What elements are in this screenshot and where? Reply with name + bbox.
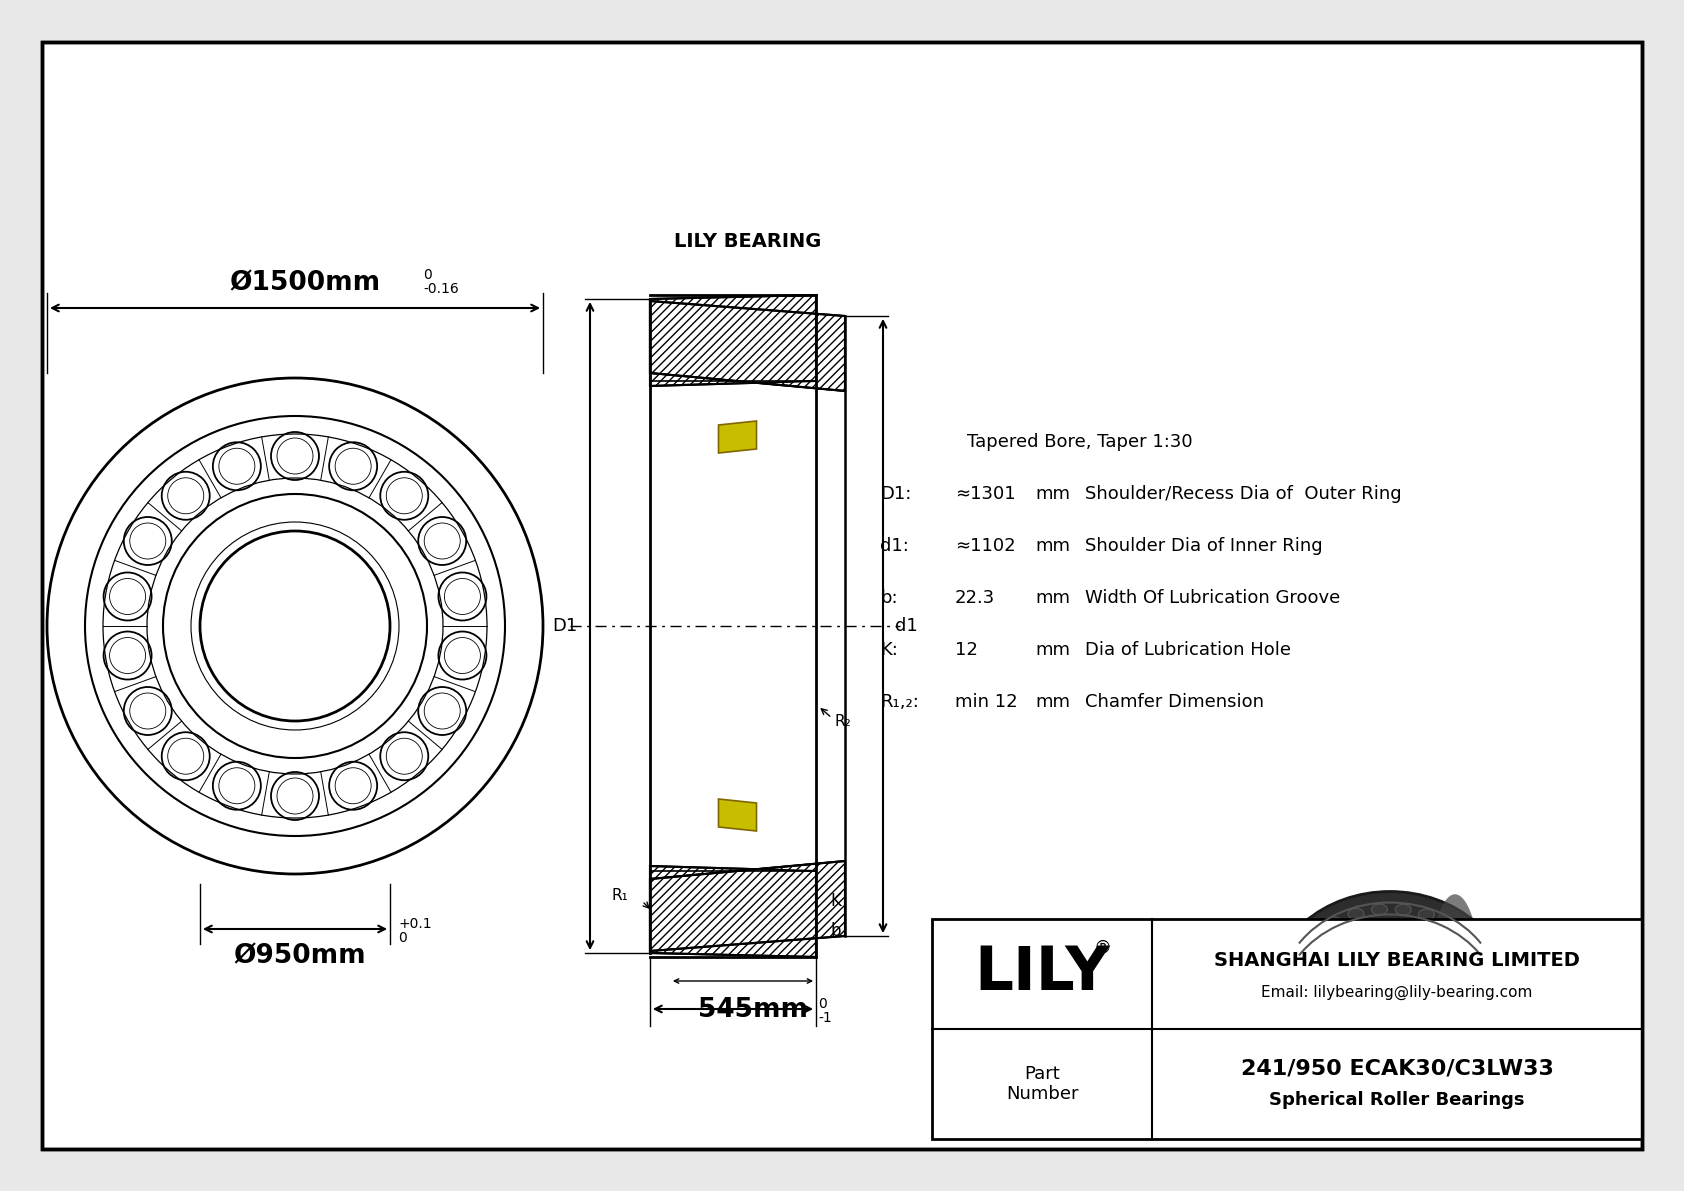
Polygon shape xyxy=(650,866,817,958)
Ellipse shape xyxy=(1282,964,1298,975)
Ellipse shape xyxy=(1489,986,1504,997)
Text: Shoulder/Recess Dia of  Outer Ring: Shoulder/Recess Dia of Outer Ring xyxy=(1084,485,1401,503)
Text: LILY: LILY xyxy=(975,944,1110,1004)
Text: 0: 0 xyxy=(818,997,827,1011)
Ellipse shape xyxy=(1474,948,1489,959)
Text: R₂: R₂ xyxy=(835,713,852,729)
Ellipse shape xyxy=(1349,909,1364,919)
Text: LILY BEARING: LILY BEARING xyxy=(674,232,822,251)
Ellipse shape xyxy=(1276,984,1292,996)
Ellipse shape xyxy=(1396,904,1411,915)
Text: K: K xyxy=(830,892,840,910)
Text: ®: ® xyxy=(1093,939,1111,958)
Text: D1: D1 xyxy=(552,617,578,635)
Text: Dia of Lubrication Hole: Dia of Lubrication Hole xyxy=(1084,641,1292,659)
Text: Chamfer Dimension: Chamfer Dimension xyxy=(1084,693,1265,711)
Text: -1: -1 xyxy=(818,1011,832,1025)
Text: D1:: D1: xyxy=(881,485,911,503)
Ellipse shape xyxy=(1327,917,1342,928)
Text: mm: mm xyxy=(1036,641,1069,659)
Text: mm: mm xyxy=(1036,693,1069,711)
Bar xyxy=(931,919,1642,1139)
Ellipse shape xyxy=(1418,909,1435,921)
Text: Email: lilybearing@lily-bearing.com: Email: lilybearing@lily-bearing.com xyxy=(1261,985,1532,999)
Text: R₁,₂:: R₁,₂: xyxy=(881,693,919,711)
Text: +0.1: +0.1 xyxy=(397,917,431,931)
Text: Ø950mm: Ø950mm xyxy=(234,943,367,969)
Text: 0: 0 xyxy=(397,931,408,944)
Text: d1:: d1: xyxy=(881,537,909,555)
Polygon shape xyxy=(650,295,817,386)
Text: Part
Number: Part Number xyxy=(1005,1065,1078,1103)
Text: mm: mm xyxy=(1036,537,1069,555)
Ellipse shape xyxy=(1305,922,1475,1071)
Text: R₁: R₁ xyxy=(611,888,628,904)
Text: d1: d1 xyxy=(894,617,918,635)
Ellipse shape xyxy=(1308,930,1324,941)
Ellipse shape xyxy=(1330,955,1433,1047)
Text: Shoulder Dia of Inner Ring: Shoulder Dia of Inner Ring xyxy=(1084,537,1322,555)
Text: K:: K: xyxy=(881,641,898,659)
Text: 22.3: 22.3 xyxy=(955,590,995,607)
Text: min 12: min 12 xyxy=(955,693,1017,711)
Text: 241/950 ECAK30/C3LW33: 241/950 ECAK30/C3LW33 xyxy=(1241,1058,1553,1078)
Ellipse shape xyxy=(1458,931,1474,942)
Ellipse shape xyxy=(1327,952,1436,1050)
Text: mm: mm xyxy=(1036,485,1069,503)
Polygon shape xyxy=(719,420,756,453)
Polygon shape xyxy=(650,301,845,391)
Ellipse shape xyxy=(1428,894,1482,1098)
Ellipse shape xyxy=(1270,892,1511,1100)
Polygon shape xyxy=(719,799,756,831)
Text: Width Of Lubrication Groove: Width Of Lubrication Groove xyxy=(1084,590,1340,607)
Text: -0.16: -0.16 xyxy=(423,282,458,297)
Text: mm: mm xyxy=(1036,590,1069,607)
Text: 12: 12 xyxy=(955,641,978,659)
Text: 0: 0 xyxy=(423,268,431,282)
Text: 545mm: 545mm xyxy=(697,997,808,1023)
Text: Tapered Bore, Taper 1:30: Tapered Bore, Taper 1:30 xyxy=(967,434,1192,451)
Polygon shape xyxy=(650,861,845,950)
Text: ≈1301: ≈1301 xyxy=(955,485,1015,503)
Text: b: b xyxy=(830,922,840,940)
Ellipse shape xyxy=(1371,904,1388,915)
Text: b:: b: xyxy=(881,590,898,607)
Text: SHANGHAI LILY BEARING LIMITED: SHANGHAI LILY BEARING LIMITED xyxy=(1214,950,1580,969)
Text: Spherical Roller Bearings: Spherical Roller Bearings xyxy=(1270,1091,1524,1109)
Text: ≈1102: ≈1102 xyxy=(955,537,1015,555)
Ellipse shape xyxy=(1293,946,1308,956)
Ellipse shape xyxy=(1440,918,1455,929)
Ellipse shape xyxy=(1484,966,1499,977)
Text: Ø1500mm: Ø1500mm xyxy=(229,270,381,297)
